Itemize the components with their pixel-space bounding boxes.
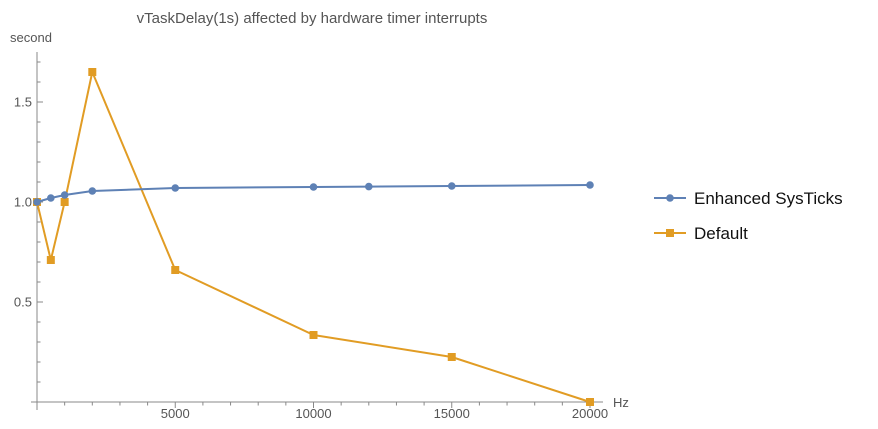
data-point bbox=[60, 191, 69, 199]
series-default bbox=[33, 68, 594, 406]
data-point bbox=[46, 256, 55, 264]
legend-label: Default bbox=[694, 224, 748, 243]
data-point bbox=[309, 183, 318, 191]
y-tick-label: 0.5 bbox=[14, 295, 32, 310]
data-point bbox=[60, 198, 69, 206]
chart-title: vTaskDelay(1s) affected by hardware time… bbox=[137, 10, 488, 27]
data-point bbox=[586, 181, 594, 189]
data-point bbox=[365, 182, 373, 191]
legend-label: Enhanced SysTicks bbox=[694, 189, 843, 208]
legend: Enhanced SysTicks Default bbox=[654, 189, 843, 243]
data-point bbox=[47, 194, 55, 202]
series-line-default bbox=[36, 71, 591, 403]
y-ticks: 0.5 1.0 1.5 bbox=[14, 61, 43, 383]
data-point bbox=[447, 353, 456, 361]
data-point bbox=[447, 182, 456, 190]
x-ticks: 5000 10000 15000 20000 bbox=[64, 402, 608, 421]
data-point bbox=[586, 398, 594, 406]
x-tick-label: 15000 bbox=[434, 406, 470, 421]
y-tick-label: 1.0 bbox=[14, 195, 32, 210]
x-tick-label: 20000 bbox=[572, 406, 608, 421]
data-point bbox=[171, 184, 180, 192]
series-enhanced-systicks bbox=[33, 181, 594, 206]
legend-item-enhanced-systicks: Enhanced SysTicks bbox=[654, 189, 843, 208]
data-point bbox=[309, 331, 318, 339]
data-point bbox=[33, 198, 41, 206]
x-tick-label: 5000 bbox=[161, 406, 190, 421]
y-tick-label: 1.5 bbox=[14, 95, 32, 110]
legend-marker bbox=[666, 194, 674, 202]
x-tick-label: 10000 bbox=[295, 406, 331, 421]
data-point bbox=[88, 68, 97, 76]
legend-item-default: Default bbox=[654, 224, 748, 243]
plot-area bbox=[33, 68, 594, 406]
x-axis-label: Hz bbox=[613, 395, 629, 410]
legend-marker bbox=[666, 229, 674, 237]
data-point bbox=[88, 187, 97, 195]
y-axis-label: second bbox=[10, 30, 52, 45]
data-point bbox=[171, 266, 180, 274]
